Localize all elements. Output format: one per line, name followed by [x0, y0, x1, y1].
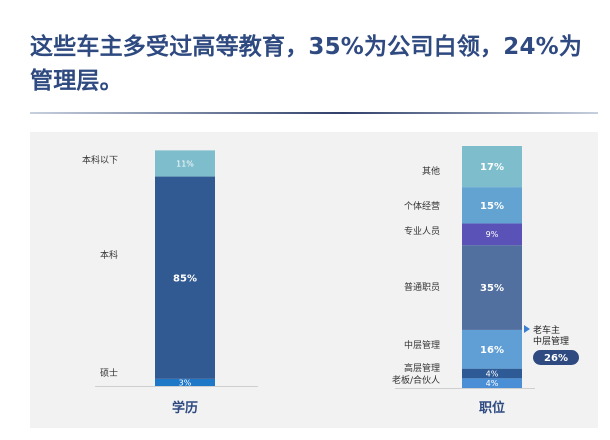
job-category-label-2: 中层管理 — [404, 339, 440, 351]
job-category-label-0: 老板/合伙人 — [392, 374, 440, 386]
job-bar-segment-2 — [462, 329, 522, 369]
edu-category-label-0: 硕士 — [100, 367, 118, 379]
annotation-label-line2: 中层管理 — [533, 335, 569, 347]
job-value-label-2: 16% — [480, 345, 504, 356]
job-value-label-5: 15% — [480, 201, 504, 212]
annotation-badge — [533, 350, 579, 365]
job-bar-segment-6 — [462, 146, 522, 188]
edu-category-label-1: 本科 — [100, 249, 118, 261]
annotation-badge-value: 26% — [544, 353, 568, 364]
edu-category-label-2: 本科以下 — [82, 154, 118, 166]
job-category-label-3: 普通职员 — [404, 281, 440, 293]
job-category-label-4: 专业人员 — [404, 225, 440, 237]
job-bar-segment-1 — [462, 368, 522, 379]
job-value-label-3: 35% — [480, 283, 504, 294]
annotation-arrow-icon — [524, 325, 530, 333]
job-value-label-0: 4% — [486, 379, 499, 388]
job-value-label-6: 17% — [480, 162, 504, 173]
job-value-label-4: 9% — [486, 230, 499, 239]
edu-value-label-1: 85% — [173, 273, 197, 284]
edu-bar-segment-2 — [155, 150, 215, 177]
job-bar-segment-3 — [462, 245, 522, 330]
edu-bar-segment-0 — [155, 378, 215, 386]
edu-bar-segment-1 — [155, 176, 215, 379]
page-headline: 这些车主多受过高等教育，35%为公司白领，24%为管理层。 — [30, 34, 583, 94]
job-bar-segment-4 — [462, 223, 522, 246]
job-bar-segment-0 — [462, 378, 522, 388]
chart-panel: 3% 硕士 85% 本科 11% 本科以下学历 4% 老板/合伙人 4% 高层管理 16% 中层管理 3… — [30, 132, 598, 428]
job-axis-label: 职位 — [479, 400, 505, 416]
job-category-label-5: 个体经营 — [404, 200, 440, 212]
edu-value-label-2: 11% — [176, 159, 194, 168]
job-category-label-6: 其他 — [422, 165, 440, 177]
edu-value-label-0: 3% — [179, 378, 192, 387]
job-bar-segment-5 — [462, 187, 522, 224]
header-divider — [30, 112, 598, 114]
edu-axis-label: 学历 — [172, 400, 198, 416]
job-category-label-1: 高层管理 — [404, 362, 440, 374]
annotation-label-line1: 老车主 — [533, 324, 560, 336]
job-value-label-1: 4% — [486, 369, 499, 378]
